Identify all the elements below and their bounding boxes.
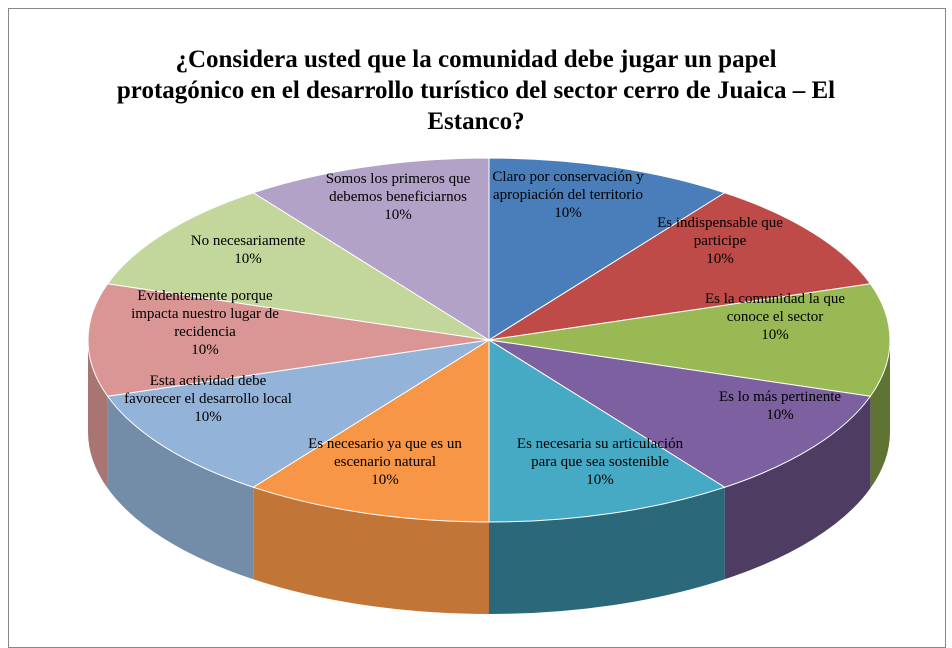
slice [488, 192, 872, 341]
slice-side [88, 340, 108, 489]
value-label: 10% [706, 251, 734, 267]
slice-side [724, 396, 871, 580]
slice [106, 192, 490, 341]
data-label: Somos los primeros que debemos beneficia… [306, 170, 491, 224]
value-label: 10% [191, 342, 219, 358]
value-label: 10% [384, 207, 412, 223]
page: ¿Considera usted que la comunidad debe j… [8, 8, 946, 648]
data-label: Es necesaria su articulación para que se… [510, 435, 690, 489]
slice [488, 283, 891, 397]
slice-label: Es la comunidad la que conoce el sector [705, 291, 845, 325]
slice-side [489, 487, 725, 614]
slice [87, 283, 490, 397]
slice-side [107, 396, 254, 580]
data-label: Claro por conservación y apropiación del… [483, 168, 653, 222]
slice-label: Esta actividad debe favorecer el desarro… [124, 373, 292, 407]
value-label: 10% [586, 472, 614, 488]
slice [488, 157, 726, 341]
slice-label: Somos los primeros que debemos beneficia… [325, 171, 471, 205]
slice-label: Evidentemente porque impacta nuestro lug… [131, 288, 279, 340]
value-label: 10% [554, 205, 582, 221]
slice [106, 339, 490, 488]
data-label: Es la comunidad la que conoce el sector 1… [685, 290, 865, 344]
slice-label: No necesariamente [190, 233, 306, 249]
value-label: 10% [194, 409, 222, 425]
slice [252, 339, 490, 523]
data-label: Es lo más pertinente 10% [705, 388, 855, 424]
slice-side [870, 340, 890, 489]
data-label: Es necesario ya que es un escenario natu… [295, 435, 475, 489]
data-label: No necesariamente 10% [168, 232, 328, 268]
data-label: Evidentemente porque impacta nuestro lug… [113, 287, 298, 359]
slice-label: Es necesario ya que es un escenario natu… [308, 436, 462, 470]
slice-label: Es indispensable que participe [657, 215, 783, 249]
data-label: Esta actividad debe favorecer el desarro… [123, 372, 293, 426]
value-label: 10% [371, 472, 399, 488]
chart [87, 157, 891, 614]
slice-label: Es necesaria su articulación para que se… [516, 436, 684, 470]
value-label: 10% [234, 251, 262, 267]
value-label: 10% [766, 407, 794, 423]
value-label: 10% [761, 327, 789, 343]
data-label: Es indispensable que participe 10% [645, 214, 795, 268]
slice [488, 339, 872, 488]
chart-title: ¿Considera usted que la comunidad debe j… [116, 46, 836, 135]
slice-label: Es lo más pertinente [718, 389, 842, 405]
slice-side [253, 487, 489, 614]
slice [252, 157, 490, 341]
slice-label: Claro por conservación y apropiación del… [492, 169, 644, 203]
slice [488, 339, 726, 523]
